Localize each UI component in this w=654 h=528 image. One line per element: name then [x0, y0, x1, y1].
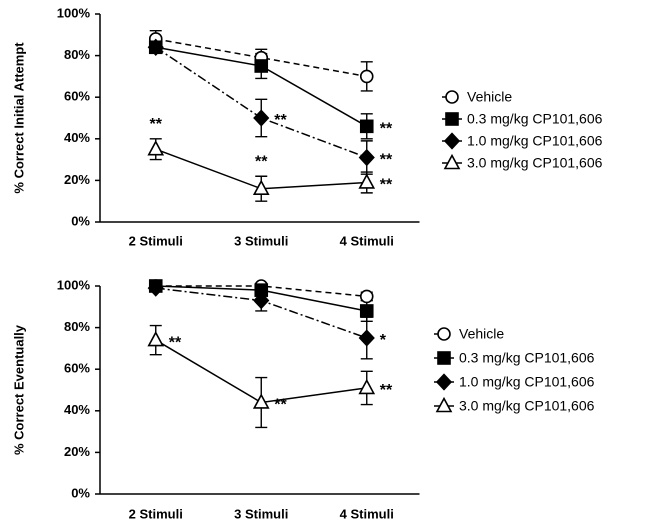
legend-marker [435, 373, 453, 391]
significance-label: ** [274, 112, 287, 129]
marker [358, 378, 376, 395]
y-tick-label: 0% [71, 213, 90, 228]
legend-label: 3.0 mg/kg CP101,606 [467, 155, 603, 171]
y-tick-label: 40% [64, 402, 90, 417]
y-tick-label: 100% [57, 277, 91, 292]
significance-label: ** [380, 152, 393, 169]
y-tick-label: 80% [64, 319, 90, 334]
significance-label: ** [380, 121, 393, 138]
significance-label: ** [380, 382, 393, 399]
significance-label: ** [169, 334, 182, 351]
marker [359, 289, 374, 304]
marker [147, 38, 164, 56]
y-tick-label: 20% [64, 172, 90, 187]
significance-label: ** [380, 177, 393, 194]
legend-marker [437, 351, 451, 365]
significance-label: * [380, 332, 387, 349]
marker [147, 140, 165, 156]
y-tick-label: 60% [64, 361, 90, 376]
marker [252, 393, 270, 409]
significance-label: ** [274, 397, 287, 414]
marker [358, 148, 375, 167]
marker [254, 59, 269, 73]
y-axis-label: % Correct Eventually [11, 324, 26, 455]
x-tick-label: 3 Stimuli [234, 506, 288, 521]
y-tick-label: 0% [71, 485, 90, 500]
significance-label: ** [255, 153, 268, 170]
marker [359, 119, 374, 134]
x-tick-label: 3 Stimuli [234, 233, 288, 248]
legend-marker [445, 112, 459, 126]
y-axis-label: % Correct Initial Attempt [11, 42, 26, 194]
y-tick-label: 100% [57, 5, 91, 20]
marker [359, 69, 374, 84]
marker [359, 304, 374, 318]
legend-label: 1.0 mg/kg CP101,606 [459, 374, 595, 390]
legend-label: 0.3 mg/kg CP101,606 [467, 111, 603, 127]
legend-label: 1.0 mg/kg CP101,606 [467, 133, 603, 149]
legend-label: Vehicle [467, 89, 512, 105]
marker [253, 109, 270, 127]
legend-marker [443, 153, 461, 170]
marker [358, 329, 375, 347]
legend-marker [445, 90, 459, 104]
marker [252, 179, 270, 196]
marker [147, 279, 164, 297]
legend-marker [443, 132, 461, 150]
marker [253, 291, 270, 310]
y-tick-label: 40% [64, 130, 90, 145]
marker [147, 330, 165, 347]
legend-marker [437, 327, 451, 341]
legend-label: 3.0 mg/kg CP101,606 [459, 398, 595, 414]
x-tick-label: 4 Stimuli [340, 506, 394, 521]
y-tick-label: 60% [64, 89, 90, 104]
series-line [155, 38, 367, 78]
x-tick-label: 2 Stimuli [129, 233, 183, 248]
legend-label: Vehicle [459, 326, 504, 342]
legend-marker [435, 396, 453, 413]
y-tick-label: 80% [64, 47, 90, 62]
y-tick-label: 20% [64, 444, 90, 459]
x-tick-label: 4 Stimuli [340, 233, 394, 248]
legend-label: 0.3 mg/kg CP101,606 [459, 350, 595, 366]
x-tick-label: 2 Stimuli [129, 506, 183, 521]
marker [358, 173, 376, 189]
significance-label: ** [150, 116, 163, 133]
